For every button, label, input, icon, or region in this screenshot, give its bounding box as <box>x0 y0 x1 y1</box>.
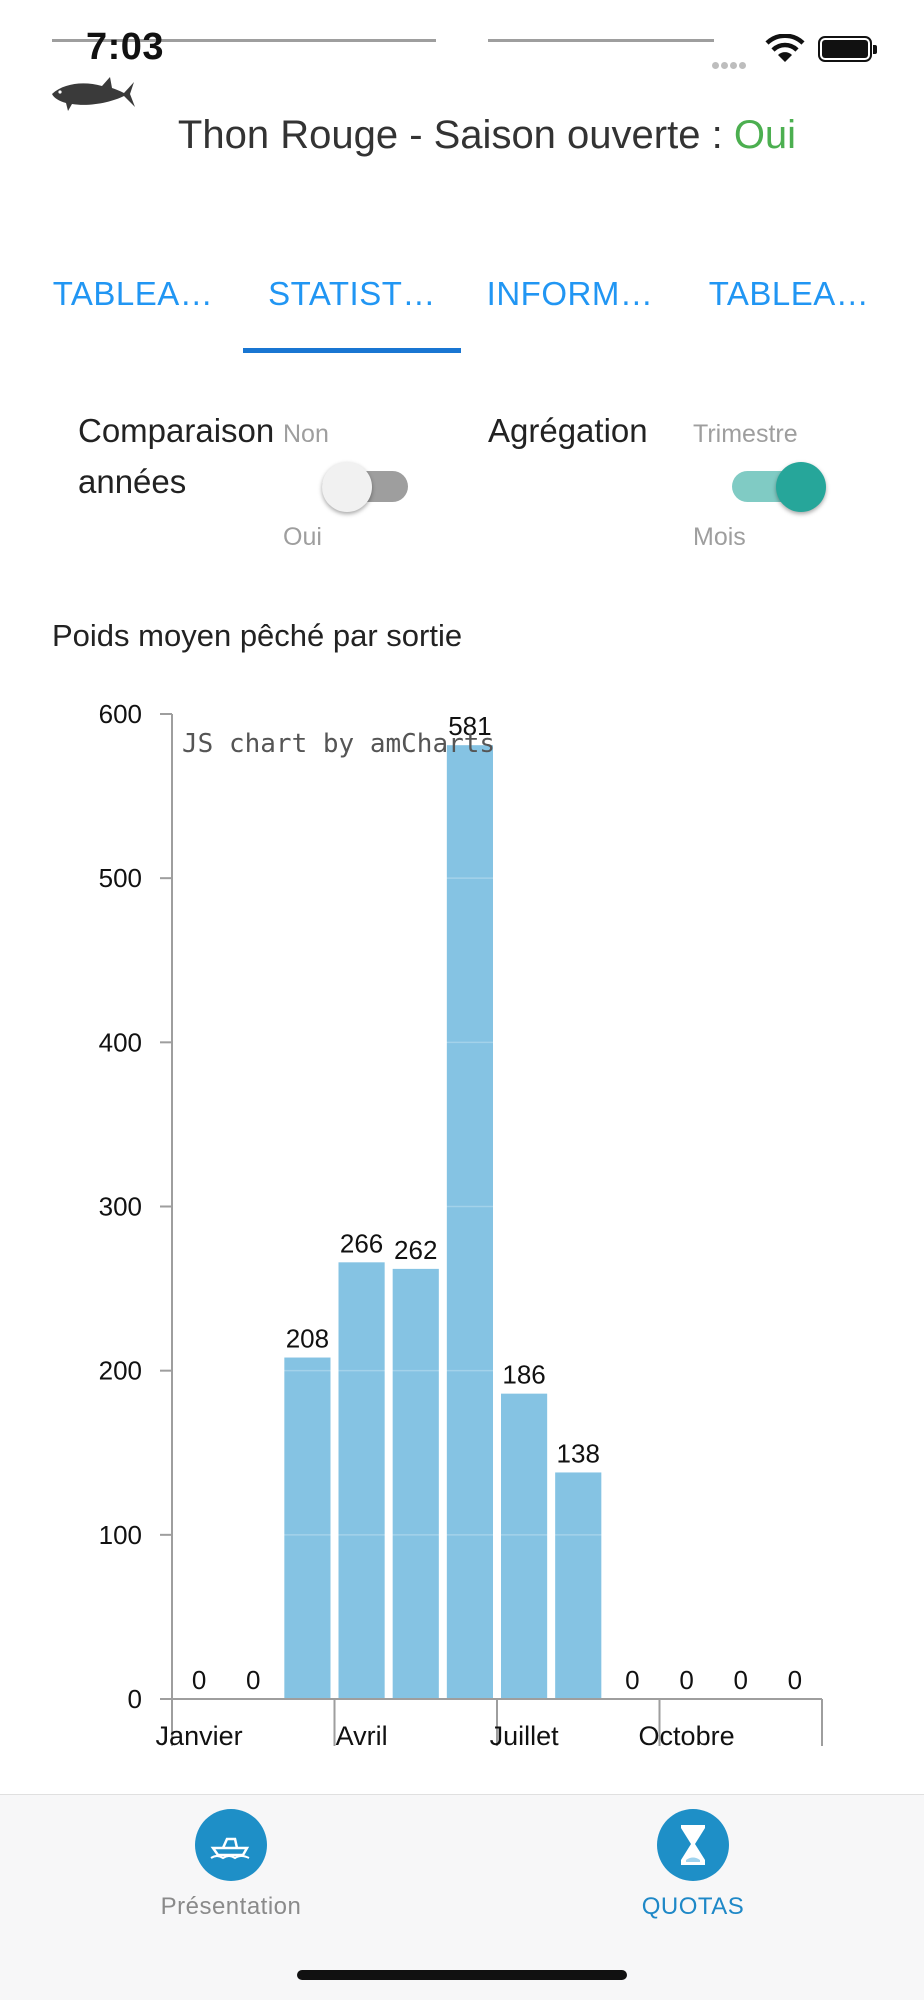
bar-value-label: 266 <box>340 1228 383 1258</box>
tab-statistiques[interactable]: STATIST… <box>268 275 436 312</box>
battery-icon <box>818 36 877 62</box>
wifi-icon <box>765 34 805 62</box>
aggregation-label: Agrégation <box>488 412 648 449</box>
chart-bar <box>392 1268 439 1699</box>
y-tick-label: 0 <box>128 1684 142 1714</box>
boat-icon <box>195 1809 267 1881</box>
signal-icon <box>712 56 748 74</box>
bottom-navigation: Présentation QUOTAS <box>0 1794 924 2000</box>
aggregation-option-top: Trimestre <box>693 420 798 448</box>
tuna-logo-icon <box>52 77 135 111</box>
bar-value-label: 138 <box>557 1438 600 1468</box>
comparison-label-line1: Comparaison <box>78 412 275 449</box>
status-divider <box>488 39 714 42</box>
comparison-toggle[interactable] <box>322 462 412 512</box>
status-time: 7:03 <box>86 26 165 68</box>
chart-bar <box>338 1262 385 1699</box>
aggregation-toggle-thumb <box>776 462 826 512</box>
hourglass-icon <box>657 1809 729 1881</box>
tab-bar: TABLEA… STATIST… INFORM… TABLEA… <box>0 240 924 353</box>
chart-bar <box>446 745 493 1699</box>
status-divider <box>52 39 436 42</box>
y-tick-label: 500 <box>99 863 142 893</box>
y-tick-label: 100 <box>99 1520 142 1550</box>
nav-presentation[interactable]: Présentation <box>81 1795 381 1921</box>
bar-value-label: 0 <box>734 1665 748 1695</box>
y-tick-label: 400 <box>99 1027 142 1057</box>
chart-bar <box>501 1393 548 1699</box>
bar-value-label: 208 <box>286 1324 329 1354</box>
x-tick-label: Janvier <box>156 1721 243 1751</box>
title-prefix: Thon Rouge - Saison ouverte : <box>177 113 734 157</box>
season-status: Oui <box>733 113 797 157</box>
tab-informations[interactable]: INFORM… <box>486 275 654 312</box>
bar-value-label: 0 <box>192 1665 206 1695</box>
x-tick-label: Octobre <box>639 1721 735 1751</box>
y-tick-label: 600 <box>99 699 142 729</box>
y-tick-label: 300 <box>99 1192 142 1222</box>
y-tick-label: 200 <box>99 1356 142 1386</box>
chart-title: Poids moyen pêché par sortie <box>52 618 463 653</box>
page-title: Thon Rouge - Saison ouverte : Oui <box>0 113 924 158</box>
chart-credit: JS chart by amCharts <box>182 729 495 759</box>
chart-bar <box>284 1357 331 1699</box>
comparison-toggle-thumb <box>322 462 372 512</box>
tab-tableau-1[interactable]: TABLEA… <box>52 275 214 312</box>
bar-value-label: 581 <box>448 711 491 741</box>
bar-chart: 0 100 200 300 400 500 600 Janvier Avril Juillet Oc… <box>99 699 823 1751</box>
nav-quotas[interactable]: QUOTAS <box>543 1795 843 1921</box>
chart-bar <box>555 1472 602 1699</box>
x-tick-label: Juillet <box>490 1721 560 1751</box>
comparison-option-bottom: Oui <box>283 523 322 551</box>
comparison-label: Comparaison années <box>78 405 274 507</box>
aggregation-option-bottom: Mois <box>693 523 746 551</box>
aggregation-toggle[interactable] <box>732 462 828 512</box>
bar-value-label: 262 <box>394 1235 437 1265</box>
bar-value-label: 0 <box>625 1665 639 1695</box>
bar-value-label: 0 <box>788 1665 802 1695</box>
tab-tableau-2[interactable]: TABLEA… <box>708 275 870 312</box>
home-indicator <box>297 1970 627 1980</box>
tab-indicator <box>243 348 461 353</box>
nav-quotas-label: QUOTAS <box>641 1893 745 1920</box>
bar-value-label: 186 <box>502 1360 545 1390</box>
comparison-option-top: Non <box>283 420 329 448</box>
comparison-label-line2: années <box>78 463 187 500</box>
bar-value-label: 0 <box>679 1665 693 1695</box>
status-bar: 7:03 <box>0 0 924 80</box>
nav-presentation-label: Présentation <box>160 1893 302 1920</box>
x-tick-label: Avril <box>336 1721 388 1751</box>
bar-value-label: 0 <box>246 1665 260 1695</box>
